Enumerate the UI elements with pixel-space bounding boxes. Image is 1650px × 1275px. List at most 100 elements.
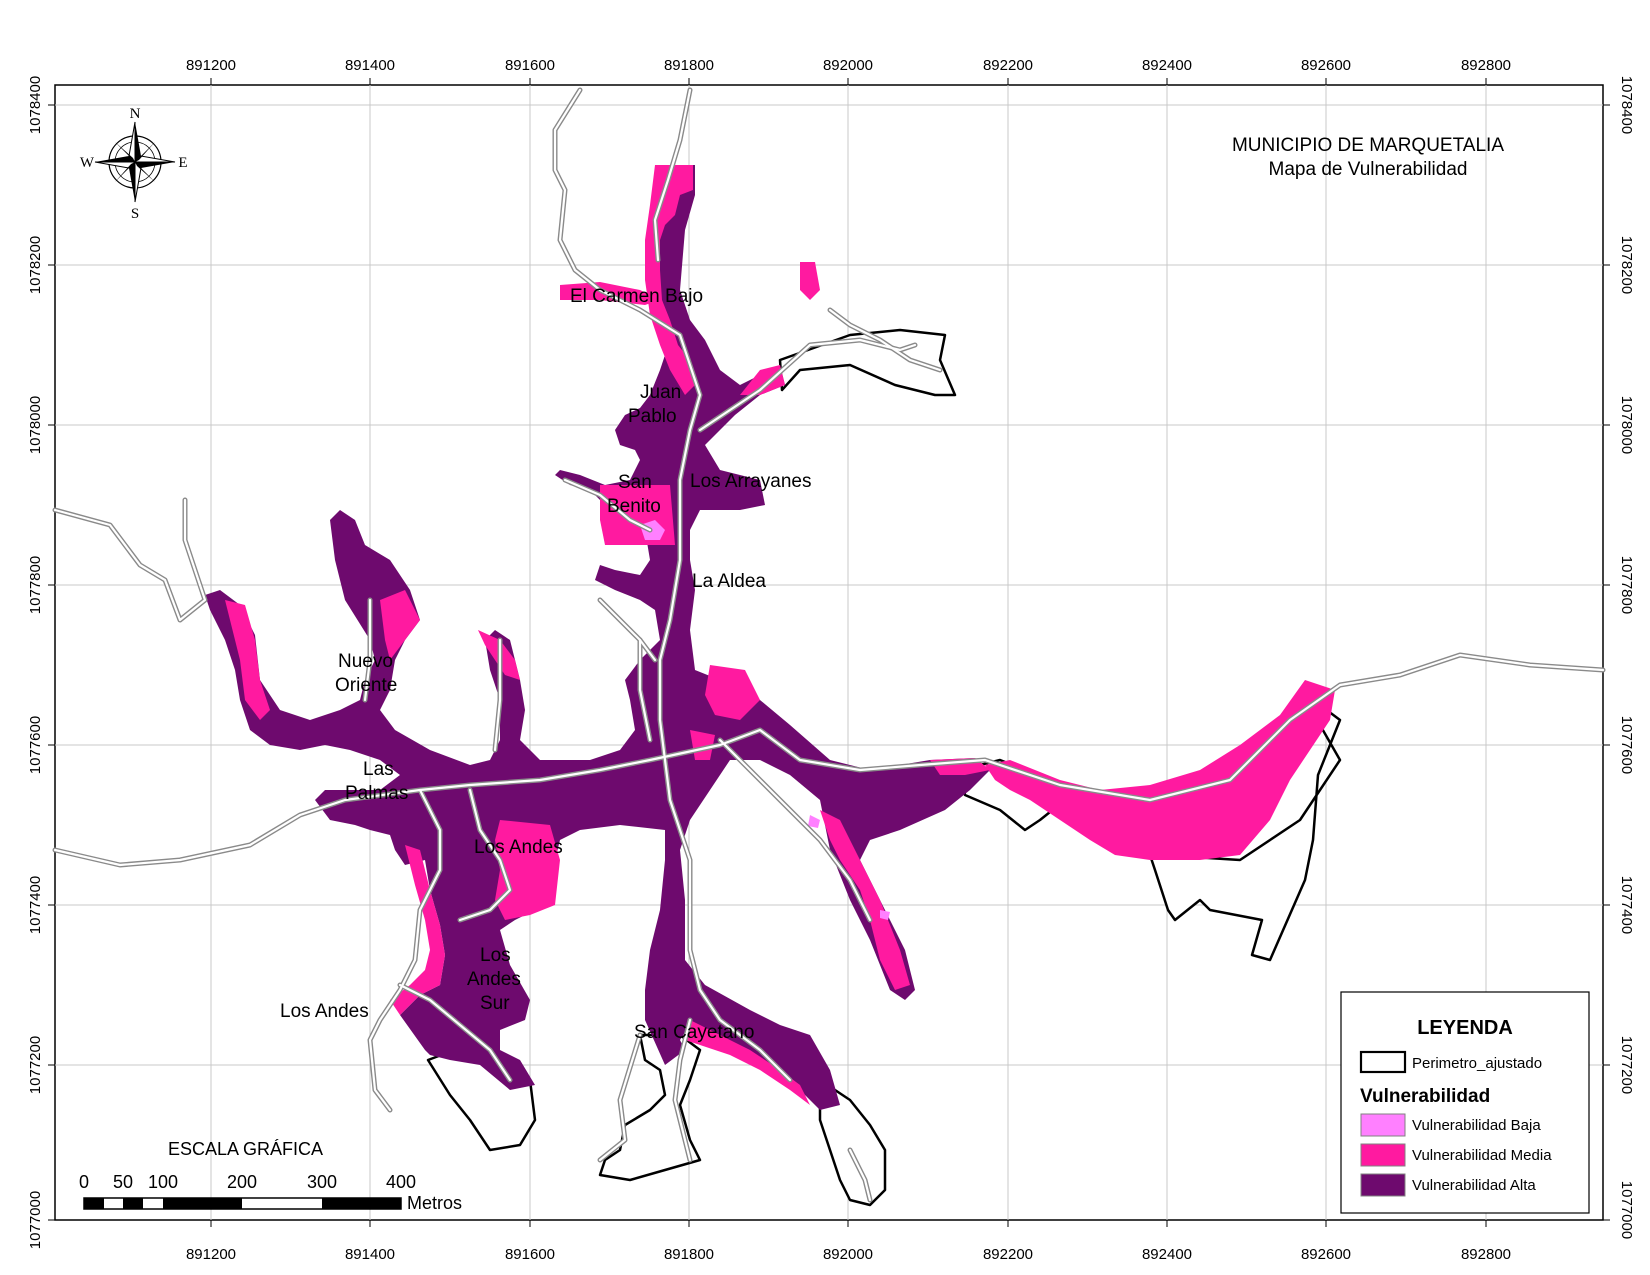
place-label-juan: Juan xyxy=(640,382,681,403)
y-tick-label: 1078000 xyxy=(1618,396,1635,454)
place-label-san-cayetano: San Cayetano xyxy=(634,1022,754,1043)
place-label-la-aldea: La Aldea xyxy=(692,571,766,592)
place-label-los-arrayanes: Los Arrayanes xyxy=(690,471,811,492)
x-tick-label: 892000 xyxy=(823,57,873,74)
x-tick-label: 892800 xyxy=(1461,57,1511,74)
x-tick-label: 891600 xyxy=(505,1246,555,1263)
place-label-pablo: Pablo xyxy=(628,406,677,427)
scale-label-100: 100 xyxy=(148,1172,178,1192)
x-tick-label: 891200 xyxy=(186,1246,236,1263)
compass-n-label: N xyxy=(130,106,141,122)
y-axis-left: 1078400 1078200 1078000 1077800 1077600 … xyxy=(27,76,44,1249)
place-label-sur: Sur xyxy=(480,993,510,1014)
y-tick-label: 1078400 xyxy=(1618,76,1635,134)
scale-segment xyxy=(322,1198,401,1209)
map-title: MUNICIPIO DE MARQUETALIA Mapa de Vulnera… xyxy=(1232,135,1504,180)
x-tick-label: 891600 xyxy=(505,57,555,74)
compass-north-arrow xyxy=(135,122,141,162)
scale-label-400: 400 xyxy=(386,1172,416,1192)
legend-subtitle: Vulnerabilidad xyxy=(1360,1086,1490,1107)
x-tick-label: 892200 xyxy=(983,57,1033,74)
compass-south-arrow xyxy=(129,162,135,202)
place-label-andes: Andes xyxy=(467,969,521,990)
legend-swatch-baja xyxy=(1360,1113,1406,1137)
y-tick-label: 1077200 xyxy=(27,1036,44,1094)
compass-nw-arrow xyxy=(115,142,135,162)
x-tick-label: 892800 xyxy=(1461,1246,1511,1263)
place-label-las: Las xyxy=(363,759,394,780)
place-label-los-andes: Los Andes xyxy=(474,837,563,858)
vulnerabilidad-media-zones xyxy=(225,165,1335,1105)
place-label-los-andes-west: Los Andes xyxy=(280,1001,369,1022)
scale-unit: Metros xyxy=(407,1193,462,1213)
place-label-palmas: Palmas xyxy=(345,783,408,804)
compass-sw-arrow xyxy=(115,162,135,182)
compass-e-label: E xyxy=(178,155,187,171)
x-tick-label: 892400 xyxy=(1142,57,1192,74)
tick-marks xyxy=(48,78,1610,1227)
x-tick-label: 891800 xyxy=(664,1246,714,1263)
scale-label-200: 200 xyxy=(227,1172,257,1192)
y-tick-label: 1077600 xyxy=(27,716,44,774)
place-label-los: Los xyxy=(480,945,511,966)
x-tick-label: 892200 xyxy=(983,1246,1033,1263)
x-axis-bottom: 891200 891400 891600 891800 892000 89220… xyxy=(186,1246,1511,1263)
legend-label-perimeter: Perimetro_ajustado xyxy=(1412,1055,1542,1072)
y-tick-label: 1077800 xyxy=(1618,556,1635,614)
place-labels: El Carmen Bajo Juan Pablo San Benito Los… xyxy=(280,286,811,1043)
scale-label-50: 50 xyxy=(113,1172,133,1192)
y-tick-label: 1077200 xyxy=(1618,1036,1635,1094)
compass-s-label: S xyxy=(131,206,139,222)
x-tick-label: 891200 xyxy=(186,57,236,74)
place-label-oriente: Oriente xyxy=(335,675,397,696)
scale-label-300: 300 xyxy=(307,1172,337,1192)
compass-ne-arrow xyxy=(135,142,155,162)
scale-segment xyxy=(84,1198,104,1209)
x-tick-label: 892600 xyxy=(1301,1246,1351,1263)
place-label-benito: Benito xyxy=(607,496,661,517)
x-tick-label: 891800 xyxy=(664,57,714,74)
map-title-line1: MUNICIPIO DE MARQUETALIA xyxy=(1232,135,1504,156)
x-tick-label: 891400 xyxy=(345,57,395,74)
compass-se-arrow xyxy=(135,162,155,182)
y-axis-right: 1078400 1078200 1078000 1077800 1077600 … xyxy=(1618,76,1635,1239)
y-tick-label: 1078400 xyxy=(27,76,44,134)
x-tick-label: 892600 xyxy=(1301,57,1351,74)
place-label-san: San xyxy=(618,472,652,493)
road-network xyxy=(52,87,1606,1203)
y-tick-label: 1078000 xyxy=(27,396,44,454)
scale-segment xyxy=(123,1198,143,1209)
legend-swatch-alta xyxy=(1360,1173,1406,1197)
scale-label-0: 0 xyxy=(79,1172,89,1192)
map-title-line2: Mapa de Vulnerabilidad xyxy=(1269,159,1468,180)
compass-west-arrow xyxy=(95,156,135,162)
y-tick-label: 1077600 xyxy=(1618,716,1635,774)
scale-segment xyxy=(163,1198,242,1209)
x-tick-label: 892400 xyxy=(1142,1246,1192,1263)
compass-rose: N S E W xyxy=(80,106,188,222)
y-tick-label: 1077400 xyxy=(1618,876,1635,934)
y-tick-label: 1078200 xyxy=(1618,236,1635,294)
y-tick-label: 1077000 xyxy=(27,1191,44,1249)
y-tick-label: 1078200 xyxy=(27,236,44,294)
y-tick-label: 1077800 xyxy=(27,556,44,614)
legend-swatch-perimeter xyxy=(1359,1050,1407,1074)
scale-bar: ESCALA GRÁFICA 0 50 100 200 300 400 Metr… xyxy=(79,1139,462,1213)
legend-label-media: Vulnerabilidad Media xyxy=(1412,1147,1552,1164)
legend-label-alta: Vulnerabilidad Alta xyxy=(1412,1177,1536,1194)
compass-w-label: W xyxy=(80,155,95,171)
x-tick-label: 892000 xyxy=(823,1246,873,1263)
legend-label-baja: Vulnerabilidad Baja xyxy=(1412,1117,1541,1134)
place-label-nuevo: Nuevo xyxy=(338,651,393,672)
compass-east-arrow xyxy=(135,162,175,168)
legend-title: LEYENDA xyxy=(1417,1017,1513,1039)
place-label-el-carmen-bajo: El Carmen Bajo xyxy=(570,286,703,307)
x-tick-label: 891400 xyxy=(345,1246,395,1263)
scale-title: ESCALA GRÁFICA xyxy=(168,1139,323,1159)
legend: LEYENDA Perimetro_ajustado Vulnerabilida… xyxy=(1340,991,1590,1214)
y-tick-label: 1077400 xyxy=(27,876,44,934)
x-axis-top: 891200 891400 891600 891800 892000 89220… xyxy=(186,57,1511,74)
legend-swatch-media xyxy=(1360,1143,1406,1167)
y-tick-label: 1077000 xyxy=(1618,1181,1635,1239)
